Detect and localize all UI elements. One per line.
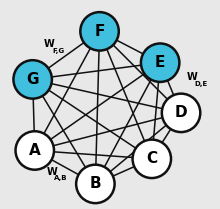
Text: F: F [94, 24, 105, 39]
Text: D,E: D,E [194, 81, 207, 87]
Text: F,G: F,G [52, 48, 64, 54]
Text: G: G [26, 72, 39, 87]
Text: A,B: A,B [54, 175, 68, 181]
Circle shape [141, 43, 179, 82]
Circle shape [16, 131, 54, 170]
Circle shape [13, 60, 52, 99]
Text: W: W [44, 39, 55, 49]
Circle shape [162, 94, 200, 132]
Circle shape [76, 165, 115, 203]
Text: B: B [90, 176, 101, 191]
Text: E: E [155, 55, 165, 70]
Text: D: D [175, 105, 187, 120]
Circle shape [80, 12, 119, 51]
Text: W: W [186, 73, 197, 83]
Circle shape [133, 140, 171, 178]
Text: A: A [29, 143, 41, 158]
Text: W: W [46, 167, 57, 177]
Text: C: C [146, 151, 157, 166]
